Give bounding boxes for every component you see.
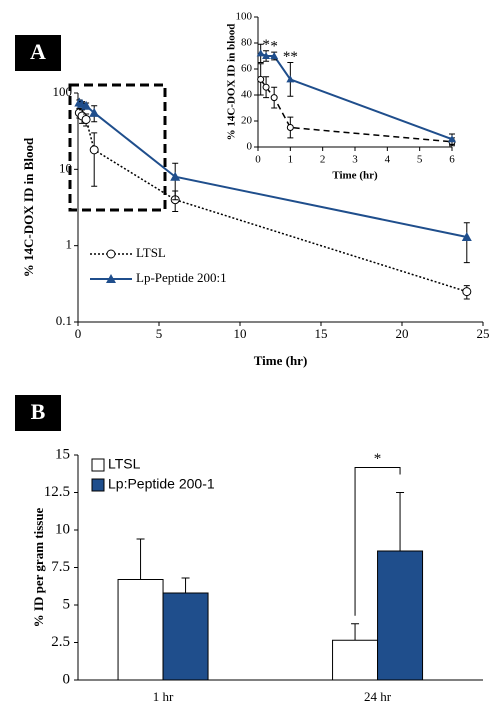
bar	[332, 639, 379, 681]
panel-label-box	[15, 395, 61, 431]
legend-label: Lp-Peptide 200:1	[136, 270, 227, 285]
marker	[81, 100, 92, 110]
marker	[89, 145, 99, 155]
legend-marker	[106, 274, 116, 283]
x-tick-label: 25	[477, 326, 490, 341]
legend-label: LTSL	[136, 245, 166, 260]
error-bar	[172, 162, 179, 201]
marker	[170, 171, 181, 181]
marker	[256, 49, 265, 57]
x-tick-label: 0	[255, 154, 261, 166]
marker	[270, 52, 279, 59]
x-tick-label: 3	[352, 154, 358, 166]
legend-label: Lp:Peptide 200-1	[108, 476, 215, 492]
error-bar	[136, 538, 145, 580]
panel-label-box	[15, 35, 61, 71]
y-tick-label: 40	[241, 89, 253, 101]
error-bar	[181, 577, 190, 593]
significance-mark: *	[262, 37, 270, 53]
legend-swatch	[91, 458, 105, 472]
significance-mark: **	[283, 49, 298, 65]
y-tick-label: 5	[63, 596, 71, 612]
significance-mark: *	[270, 39, 278, 55]
legend-marker	[106, 249, 116, 259]
marker	[462, 287, 472, 297]
x-tick-label: 4	[385, 154, 391, 166]
y-tick-label: 20	[241, 115, 253, 127]
error-bar	[463, 222, 470, 264]
marker	[89, 107, 100, 117]
x-tick-label: 15	[315, 326, 328, 341]
marker	[448, 135, 456, 143]
x-tick-label: 24 hr	[364, 689, 392, 704]
y-tick-label: 1	[66, 237, 73, 252]
y-tick-label: 0.1	[56, 313, 72, 328]
y-axis-label: % 14C-DOX ID in blood	[226, 24, 238, 141]
x-axis-label: Time (hr)	[332, 170, 378, 182]
marker	[270, 94, 278, 102]
error-bar	[396, 492, 405, 551]
x-tick-label: 20	[396, 326, 409, 341]
y-axis-label: % ID per gram tissue	[31, 507, 46, 627]
y-tick-label: 7.5	[51, 559, 70, 575]
error-bar	[91, 132, 98, 187]
zoom-box	[68, 83, 167, 212]
bar	[117, 579, 164, 681]
bar	[377, 550, 424, 681]
y-tick-label: 0	[63, 671, 71, 687]
y-tick-label: 60	[241, 63, 253, 75]
x-tick-label: 1	[288, 154, 294, 166]
marker	[81, 114, 91, 124]
x-tick-label: 0	[75, 326, 82, 341]
legend-swatch	[91, 478, 105, 492]
marker	[286, 124, 294, 131]
x-tick-label: 10	[234, 326, 247, 341]
marker	[262, 83, 270, 91]
marker	[262, 52, 271, 59]
series-line	[78, 112, 468, 293]
y-tick-label: 10	[59, 160, 72, 175]
x-axis-label: Time (hr)	[254, 353, 308, 368]
y-tick-label: 100	[53, 84, 73, 99]
bar	[162, 592, 209, 681]
significance-bracket	[354, 467, 401, 616]
y-tick-label: 100	[236, 11, 253, 23]
x-tick-label: 5	[156, 326, 163, 341]
x-tick-label: 5	[417, 154, 423, 166]
marker	[286, 75, 295, 83]
marker	[461, 231, 472, 241]
y-tick-label: 12.5	[44, 484, 70, 500]
y-tick-label: 2.5	[51, 634, 70, 650]
y-tick-label: 10	[55, 521, 70, 537]
y-tick-label: 80	[241, 37, 253, 49]
error-bar	[351, 623, 360, 641]
marker	[257, 75, 265, 83]
x-tick-label: 6	[449, 154, 455, 166]
x-tick-label: 2	[320, 154, 326, 166]
legend-label: LTSL	[108, 456, 141, 472]
x-tick-label: 1 hr	[153, 689, 174, 704]
panel-label: B	[31, 399, 46, 424]
significance-mark: *	[374, 451, 382, 467]
panel-label: A	[30, 39, 46, 64]
y-axis-label: % 14C-DOX ID in Blood	[21, 137, 36, 277]
y-tick-label: 15	[55, 446, 70, 462]
y-tick-label: 0	[247, 141, 253, 153]
